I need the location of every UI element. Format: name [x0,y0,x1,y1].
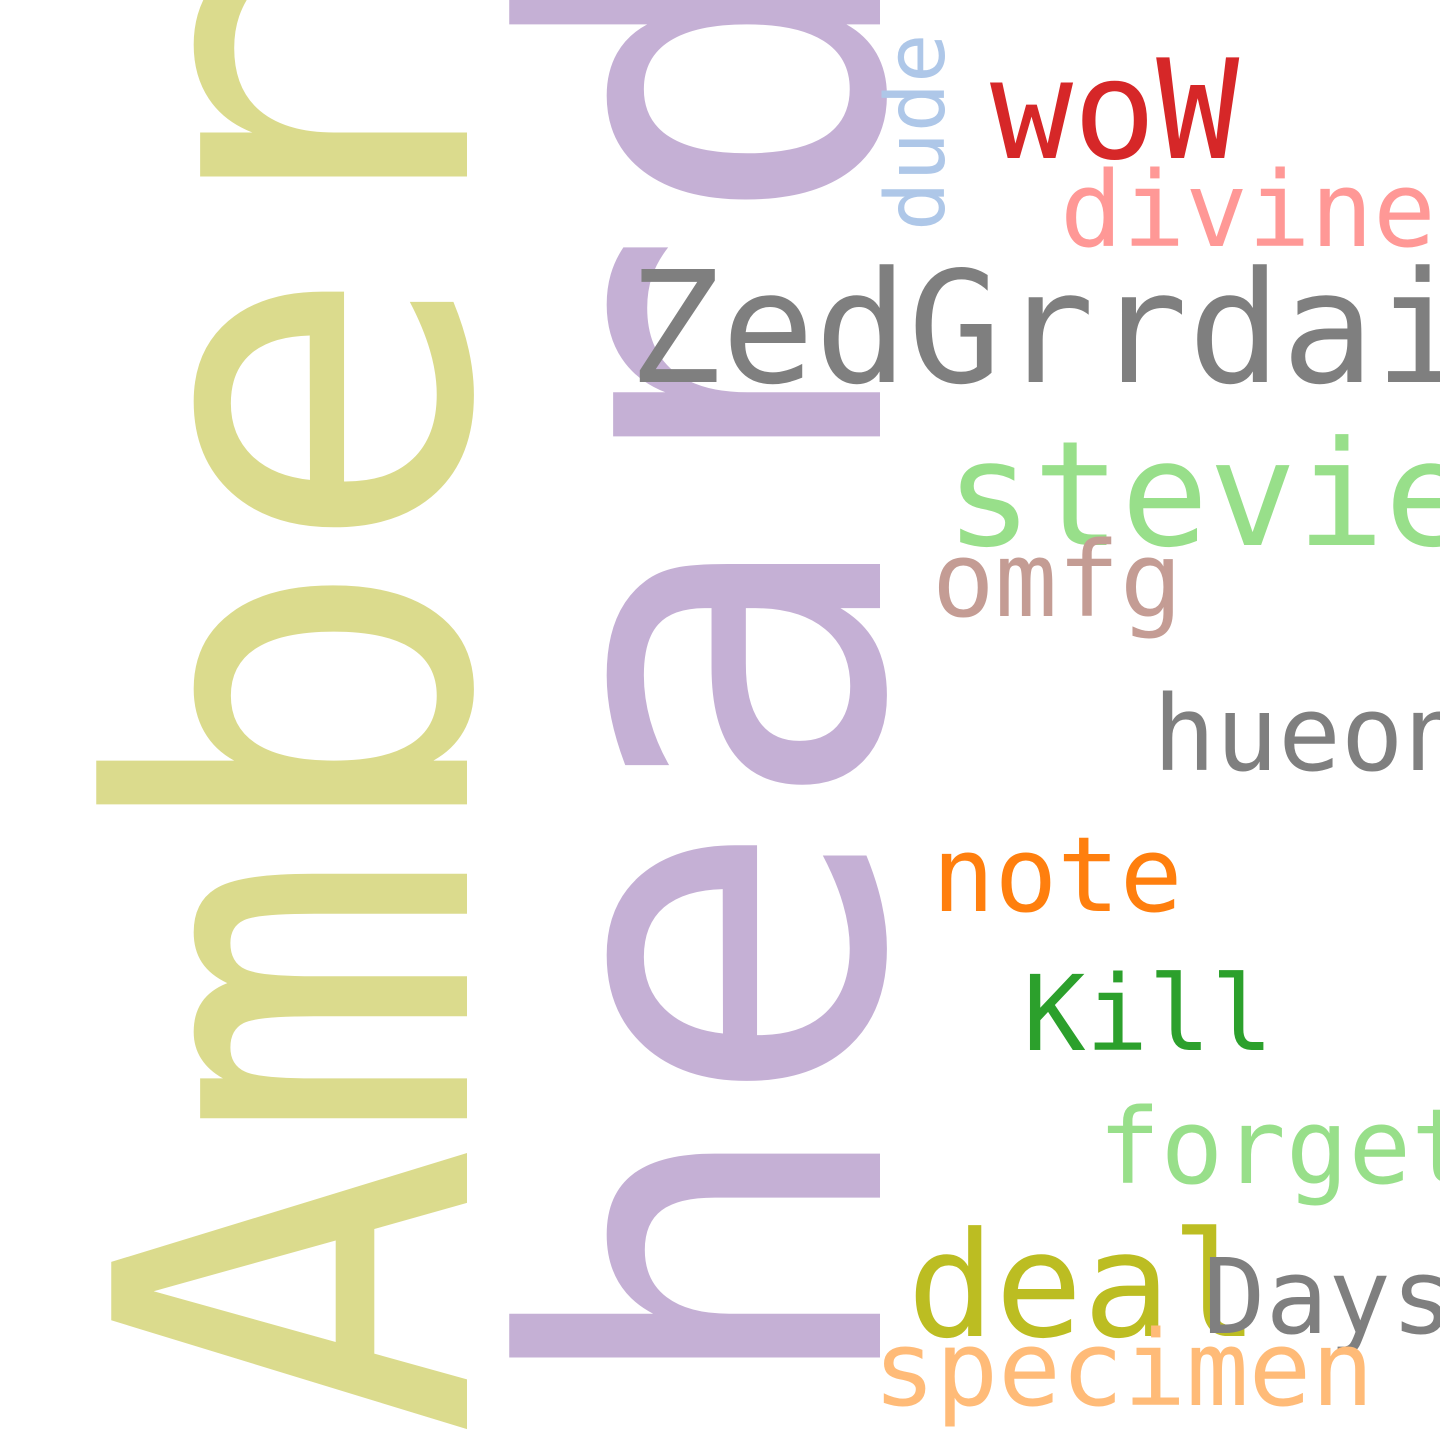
word-forget: forget [1098,1086,1440,1208]
word-hueon: hueon [1153,673,1440,795]
word-zedgrrdaisy: ZedGrrdaisy [628,238,1440,419]
word-divine: divine [1060,149,1436,271]
word-deal: deal [907,1201,1259,1371]
word-stevie: stevie [945,410,1440,580]
word-omfg: omfg [932,519,1183,641]
word-wow: woW [990,30,1240,191]
word-specimen: specimen [873,1308,1374,1430]
word-note: note [932,814,1183,936]
word-kill: Kill [1023,953,1274,1075]
word-dude: dude [869,33,964,231]
word-days: Days [1203,1236,1440,1358]
